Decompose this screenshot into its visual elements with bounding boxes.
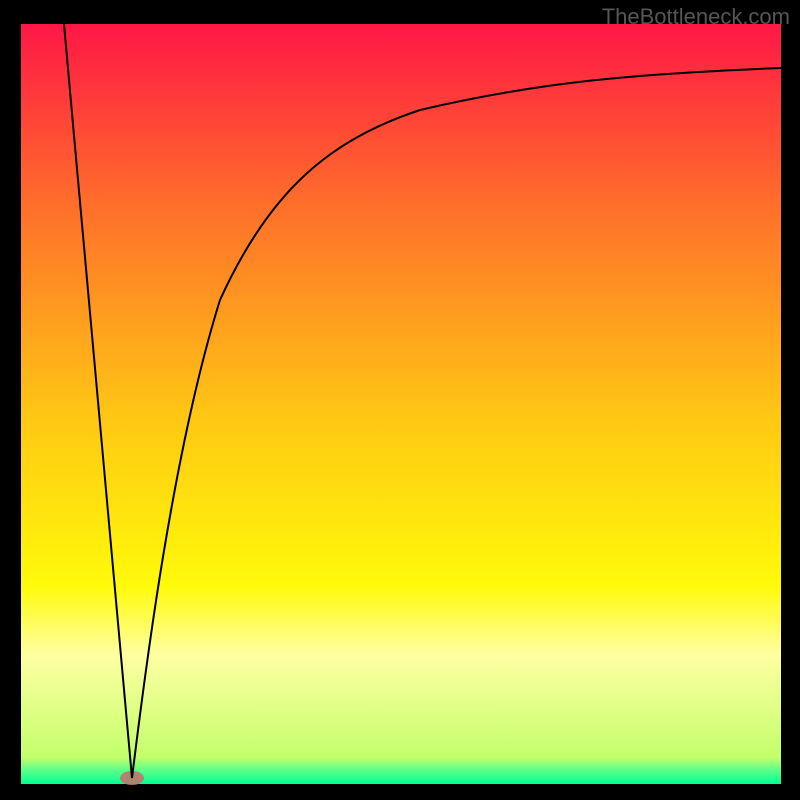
chart-frame: TheBottleneck.com <box>0 0 800 800</box>
bottleneck-chart <box>0 0 800 800</box>
watermark-text: TheBottleneck.com <box>602 4 790 30</box>
plot-background <box>21 24 781 784</box>
